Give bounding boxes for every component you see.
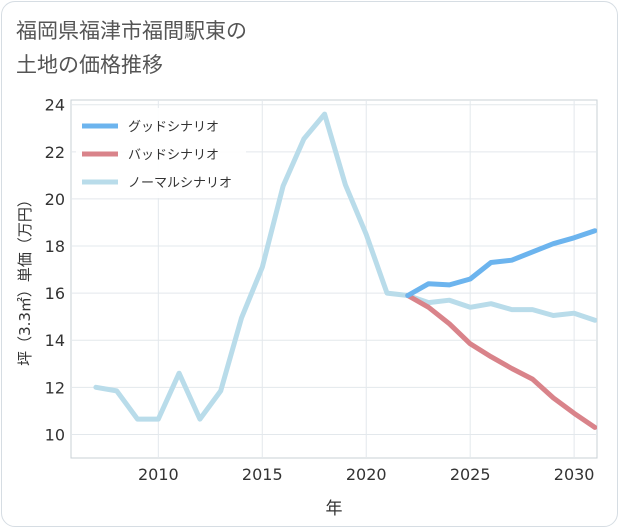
y-tick-label-18: 18 bbox=[45, 237, 65, 256]
x-tick-label-2020: 2020 bbox=[346, 465, 387, 484]
x-tick-label-2030: 2030 bbox=[554, 465, 595, 484]
tick-labels: 10 12 14 16 18 20 22 24 2010 2015 2020 2025 2030 bbox=[45, 96, 595, 484]
y-axis-label: 坪（3.3㎡）単価（万円） bbox=[16, 192, 34, 366]
y-tick-label-20: 20 bbox=[45, 190, 65, 209]
series-line-normal bbox=[93, 111, 597, 422]
legend-label-bad: バッドシナリオ bbox=[128, 148, 219, 163]
series-line-good bbox=[405, 228, 597, 298]
title-line-1: 福岡県福津市福間駅東の bbox=[16, 19, 247, 43]
y-tick-label-10: 10 bbox=[45, 425, 65, 444]
legend-label-normal: ノーマルシナリオ bbox=[128, 176, 232, 191]
chart-title: 福岡県福津市福間駅東の 土地の価格推移 bbox=[16, 14, 247, 82]
series-line-bad bbox=[405, 293, 597, 430]
x-axis-label: 年 bbox=[326, 499, 343, 519]
title-line-2: 土地の価格推移 bbox=[16, 53, 163, 77]
y-tick-label-24: 24 bbox=[45, 96, 65, 115]
y-tick-label-16: 16 bbox=[45, 284, 65, 303]
y-tick-label-14: 14 bbox=[45, 331, 65, 350]
y-tick-label-22: 22 bbox=[45, 143, 65, 162]
x-tick-label-2015: 2015 bbox=[242, 465, 283, 484]
x-tick-label-2025: 2025 bbox=[450, 465, 491, 484]
y-tick-label-12: 12 bbox=[45, 378, 65, 397]
legend-label-good: グッドシナリオ bbox=[128, 120, 219, 135]
series-lines bbox=[93, 111, 597, 430]
x-tick-label-2010: 2010 bbox=[138, 465, 179, 484]
